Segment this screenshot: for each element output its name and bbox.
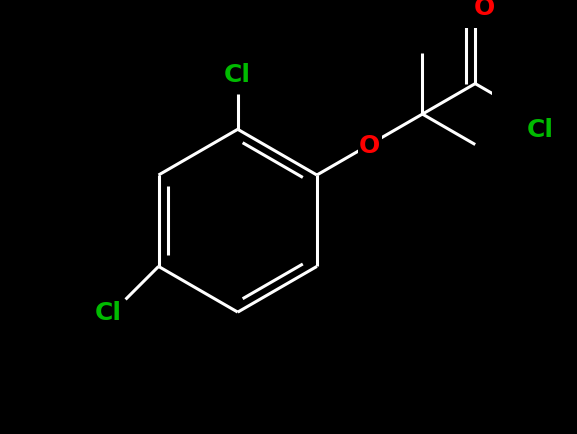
Text: Cl: Cl (94, 300, 121, 324)
Text: Cl: Cl (527, 118, 554, 142)
Text: O: O (359, 133, 380, 157)
Text: Cl: Cl (224, 63, 251, 87)
Text: O: O (474, 0, 495, 20)
